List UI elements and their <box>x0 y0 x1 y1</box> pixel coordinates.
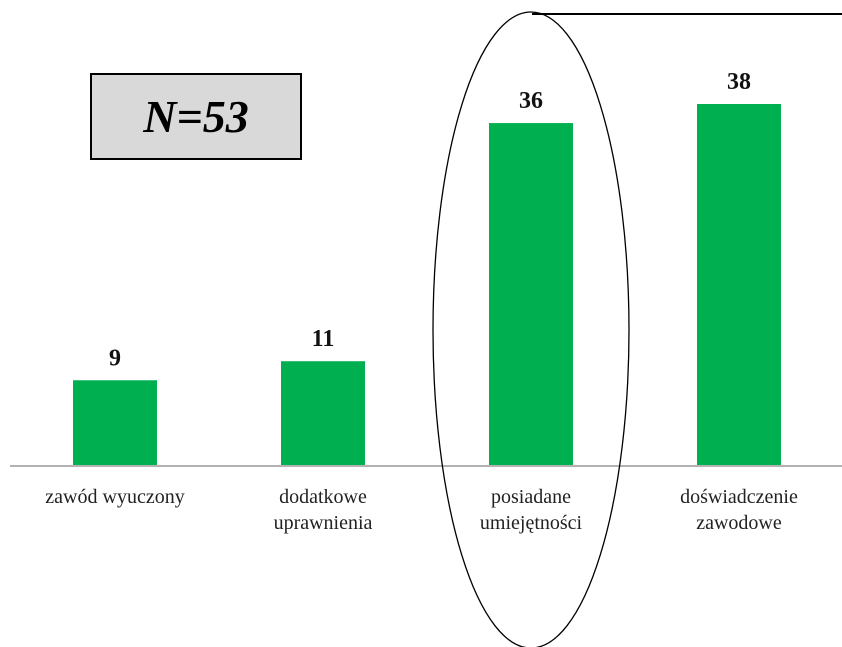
category-label-3: posiadane umiejętności <box>480 486 583 534</box>
sample-size-label: N=53 <box>143 91 249 142</box>
highlight-ellipse <box>432 11 630 647</box>
category-label-1-line-1: zawód wyuczony <box>45 486 184 508</box>
category-label-4: doświadczenie zawodowe <box>680 486 798 534</box>
data-label-4: 38 <box>727 69 751 95</box>
data-label-1: 9 <box>109 345 121 371</box>
bar-1 <box>73 380 157 466</box>
bar-2 <box>281 361 365 466</box>
data-label-3: 36 <box>519 88 543 114</box>
category-label-2-line-1: dodatkowe <box>279 486 367 508</box>
bar-3 <box>489 123 573 466</box>
bars-group <box>73 104 781 466</box>
data-labels: 9 11 36 38 <box>109 69 751 371</box>
bar-4 <box>697 104 781 466</box>
category-label-1: zawód wyuczony <box>45 486 184 508</box>
category-label-4-line-2: zawodowe <box>696 512 782 534</box>
sample-size-box: N=53 <box>90 73 302 160</box>
data-label-2: 11 <box>312 326 335 352</box>
category-label-3-line-2: umiejętności <box>480 512 583 534</box>
category-label-2-line-2: uprawnienia <box>274 512 373 534</box>
category-label-3-line-1: posiadane <box>491 486 571 508</box>
category-label-2: dodatkowe uprawnienia <box>274 486 373 534</box>
category-labels: zawód wyuczony dodatkowe uprawnienia posiad… <box>45 486 798 534</box>
category-label-4-line-1: doświadczenie <box>680 486 798 508</box>
